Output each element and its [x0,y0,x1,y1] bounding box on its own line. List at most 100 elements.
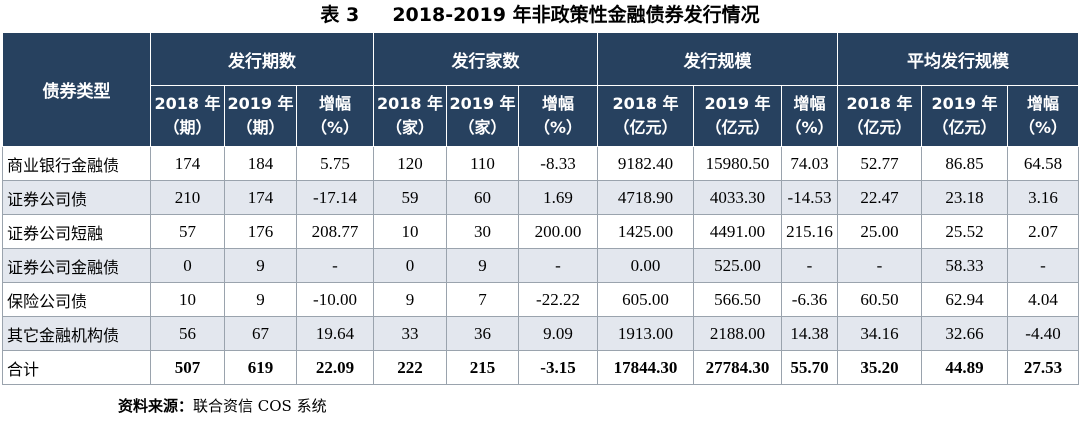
table-cell: 22.47 [837,180,922,215]
header-sub-line: 2019 年 [449,94,516,113]
table-cell: 15980.50 [693,146,782,181]
header-sub-line: 增幅 [793,94,826,113]
table-cell: 0.00 [597,248,694,283]
table-cell: 566.50 [693,282,782,317]
table-cell: 4033.30 [693,180,782,215]
table-cell: 30 [446,214,519,249]
header-sub-line: （%） [785,118,834,137]
header-sub-line: 2018 年 [154,94,221,113]
row-label: 证券公司债 [2,180,151,215]
table-cell: 184 [224,146,297,181]
table-cell: -22.22 [518,282,598,317]
header-sub-col-10: 2018 年 （亿元） [837,85,922,147]
table-cell: 17844.30 [597,350,694,385]
table-cell: -6.36 [781,282,838,317]
table-cell: 215 [446,350,519,385]
header-sub-line: （亿元） [613,118,678,137]
header-sub-line: （亿元） [932,118,997,137]
row-label: 证券公司金融债 [2,248,151,283]
table-cell: -17.14 [296,180,374,215]
header-sub-line: （%） [310,118,360,137]
table-cell: 1425.00 [597,214,694,249]
table-cell: - [1006,248,1080,283]
table-cell: 59 [373,180,447,215]
header-sub-col-7: 2018 年 （亿元） [597,85,694,147]
table-cell: - [837,248,922,283]
table-cell: 36 [446,316,519,351]
row-label: 合计 [2,350,151,385]
table-cell: 176 [224,214,297,249]
header-sub-line: （%） [533,118,583,137]
header-group-issuer-count: 发行家数 [373,32,598,86]
table-cell: - [518,248,598,283]
table-cell: 25.00 [837,214,922,249]
table-cell: 507 [150,350,225,385]
table-cell: 215.16 [781,214,838,249]
table-cell: -14.53 [781,180,838,215]
table-cell: 4.04 [1006,282,1080,317]
table-cell: 208.77 [296,214,374,249]
table-cell: 86.85 [921,146,1008,181]
table-cell: 0 [150,248,225,283]
table-cell: 14.38 [781,316,838,351]
table-cell: 0 [373,248,447,283]
table-cell: 9.09 [518,316,598,351]
table-cell: 210 [150,180,225,215]
header-sub-line: （亿元） [705,118,770,137]
table-cell: 2.07 [1006,214,1080,249]
table-cell: 64.58 [1006,146,1080,181]
table-cell: 74.03 [781,146,838,181]
table-cell: 23.18 [921,180,1008,215]
table-cell: 10 [150,282,225,317]
table-title: 表 3 2018-2019 年非政策性金融债券发行情况 [320,4,760,26]
table-cell: 9 [446,248,519,283]
bond-issuance-table: 债券类型 发行期数 发行家数 发行规模 平均发行规模 2018 年（期） 2019… [2,32,1080,385]
header-sub-line: 2018 年 [846,94,913,113]
header-sub-col-11: 2019 年 （亿元） [921,85,1008,147]
table-cell: 174 [224,180,297,215]
table-row: 保险公司债 10 9 -10.00 9 7 -22.22 605.00 566.50 -6.36 6… [2,282,1080,317]
header-sub-line: （%） [1018,118,1068,137]
header-sub-line: 2018 年 [612,94,679,113]
table-cell: 35.20 [837,350,922,385]
table-cell: 5.75 [296,146,374,181]
table-cell: 200.00 [518,214,598,249]
header-sub-col-8: 2019 年 （亿元） [693,85,782,147]
header-sub-col-4: 2018 年 （家） [373,85,447,147]
table-row: 其它金融机构债 56 67 19.64 33 36 9.09 1913.00 2188.00 14… [2,316,1080,351]
source-note-label: 资料来源： [118,397,194,415]
table-cell: 58.33 [921,248,1008,283]
table-cell: 52.77 [837,146,922,181]
table-cell: 32.66 [921,316,1008,351]
table-cell: 7 [446,282,519,317]
table-cell: 56 [150,316,225,351]
row-label: 商业银行金融债 [2,146,151,181]
header-sub-line: 2019 年 [704,94,771,113]
header-sub-line: 增幅 [1027,94,1060,113]
header-sub-line: （亿元） [847,118,912,137]
row-label: 其它金融机构债 [2,316,151,351]
header-sub-col-6: 增幅 （%） [518,85,598,147]
table-cell: 222 [373,350,447,385]
table-cell: 619 [224,350,297,385]
row-label: 保险公司债 [2,282,151,317]
table-row: 商业银行金融债 174 184 5.75 120 110 -8.33 9182.40 15980… [2,146,1080,181]
header-sub-line: （期） [236,118,285,137]
table-cell: 120 [373,146,447,181]
table-cell: 605.00 [597,282,694,317]
table-cell: 110 [446,146,519,181]
header-sub-line: 2019 年 [931,94,998,113]
table-cell: 1913.00 [597,316,694,351]
header-bond-type: 债券类型 [2,32,151,147]
table-cell: 9 [224,282,297,317]
table-cell: 55.70 [781,350,838,385]
table-cell: 25.52 [921,214,1008,249]
header-sub-line: （家） [458,118,507,137]
header-group-issue-scale: 发行规模 [597,32,838,86]
table-cell: 19.64 [296,316,374,351]
header-sub-line: 2019 年 [227,94,294,113]
table-cell: 4491.00 [693,214,782,249]
table-cell: 62.94 [921,282,1008,317]
table-cell: 4718.90 [597,180,694,215]
table-cell: 27784.30 [693,350,782,385]
